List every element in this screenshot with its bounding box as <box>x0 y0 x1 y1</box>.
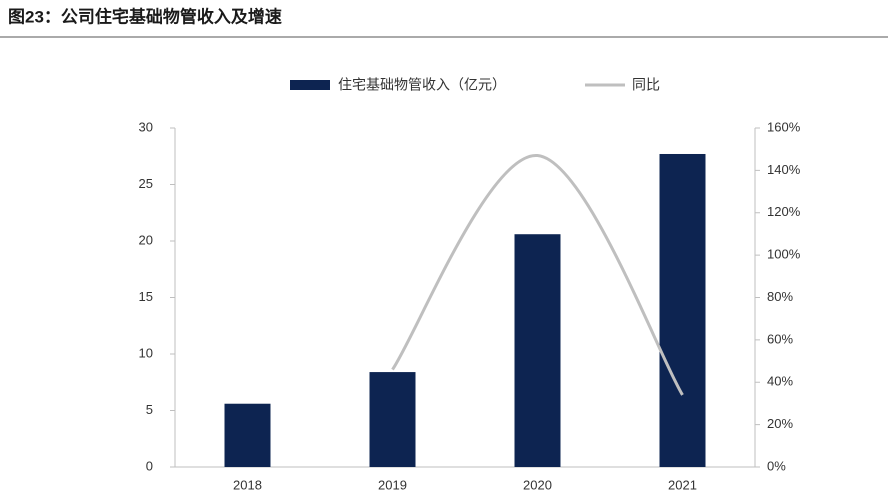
y-tick-label: 5 <box>146 402 153 417</box>
x-tick-label: 2018 <box>233 477 262 492</box>
y2-tick-label: 20% <box>767 416 793 431</box>
y-tick-label: 0 <box>146 458 153 473</box>
legend-swatch <box>290 80 330 90</box>
x-tick-label: 2020 <box>523 477 552 492</box>
y2-tick-label: 0% <box>767 458 786 473</box>
chart-title: 图23：公司住宅基础物管收入及增速 <box>8 6 282 26</box>
bar <box>224 403 271 467</box>
legend-label: 同比 <box>632 77 660 93</box>
y2-tick-label: 100% <box>767 247 801 262</box>
y2-tick-label: 60% <box>767 331 793 346</box>
y2-tick-label: 40% <box>767 374 793 389</box>
y-tick-label: 25 <box>139 176 153 191</box>
x-tick-label: 2021 <box>668 477 697 492</box>
y-tick-label: 30 <box>139 119 153 134</box>
line <box>391 154 684 396</box>
y-tick-label: 15 <box>139 289 153 304</box>
x-tick-label: 2019 <box>378 477 407 492</box>
bar <box>369 372 416 467</box>
bar <box>659 153 706 468</box>
y-tick-label: 20 <box>139 232 153 247</box>
y2-tick-label: 140% <box>767 162 801 177</box>
y2-tick-label: 160% <box>767 119 801 134</box>
y2-tick-label: 80% <box>767 289 793 304</box>
y-tick-label: 10 <box>139 345 153 360</box>
y2-tick-label: 120% <box>767 204 801 219</box>
bar <box>514 234 561 467</box>
legend-label: 住宅基础物管收入（亿元） <box>338 77 506 93</box>
